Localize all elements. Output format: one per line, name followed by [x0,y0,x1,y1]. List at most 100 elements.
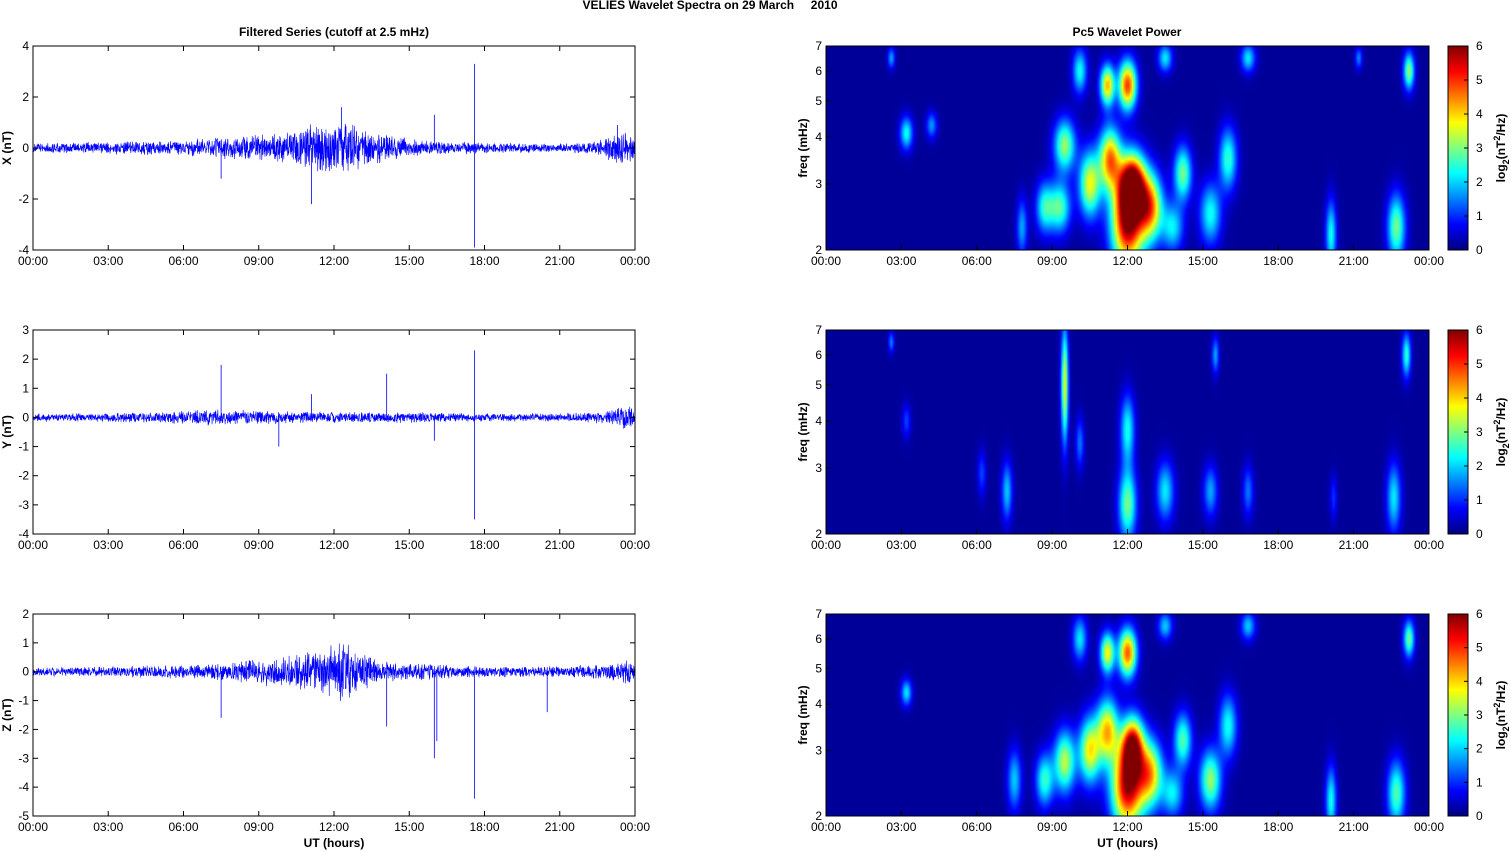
x-tick-label: 06:00 [168,820,198,834]
x-tick-label: 12:00 [319,538,349,552]
y-tick-label: -2 [18,722,29,736]
x-tick-label: 00:00 [811,254,841,268]
colorbar-tick-label: 0 [1476,809,1483,823]
x-axis-label: UT (hours) [1097,836,1158,850]
y-tick-label: 3 [22,323,29,337]
freq-axis-label: freq (mHz) [796,685,810,744]
x-tick-label: 15:00 [1188,254,1218,268]
x-tick-label: 00:00 [811,820,841,834]
x-tick-label: 00:00 [620,254,650,268]
x-tick-label: 21:00 [545,538,575,552]
x-tick-label: 21:00 [545,820,575,834]
x-tick-label: 03:00 [886,254,916,268]
freq-tick-label: 2 [815,243,822,257]
panels-group: -4 -2 0 2 4 00:00 03:00 06:00 09:00 12:00 15:00 18:… [0,39,1511,850]
freq-tick-label: 3 [815,177,822,191]
y-tick-label: 2 [22,607,29,621]
colorbar-tick-label: 4 [1476,674,1483,688]
y-tick-label: -1 [18,440,29,454]
freq-tick-label: 2 [815,527,822,541]
x-tick-label: 12:00 [1112,538,1142,552]
y-tick-label: -3 [18,751,29,765]
freq-tick-label: 3 [815,744,822,758]
colorbar-label: log2(nT2/Hz) [1492,114,1511,183]
figure-title: VELIES Wavelet Spectra on 29 March 2010 [583,0,838,12]
freq-tick-label: 4 [815,130,822,144]
y-tick-label: 2 [22,352,29,366]
trace-line-x [32,123,636,172]
freq-axis-label: freq (mHz) [796,118,810,177]
colorbar-z [1448,614,1468,816]
x-tick-label: 06:00 [168,254,198,268]
wavelet-power-map-z [826,614,1429,816]
freq-tick-label: 2 [815,809,822,823]
colorbar-tick-label: 3 [1476,425,1483,439]
series-frame [32,329,636,535]
freq-tick-label: 7 [815,607,822,621]
y-tick-label: -5 [18,809,29,823]
y-axis-label: X (nT) [0,131,14,165]
series-frame [32,613,636,817]
y-tick-label: 0 [22,141,29,155]
x-tick-label: 00:00 [1414,538,1444,552]
colorbar-tick-label: 5 [1476,357,1483,371]
y-tick-label: -4 [18,780,29,794]
freq-tick-label: 5 [815,661,822,675]
colorbar-x [1448,46,1468,250]
x-tick-label: 12:00 [319,254,349,268]
x-tick-label: 15:00 [1188,820,1218,834]
y-axis-label: Y (nT) [0,415,14,449]
x-tick-label: 18:00 [1263,254,1293,268]
x-tick-label: 00:00 [18,538,48,552]
freq-tick-label: 6 [815,64,822,78]
colorbar-tick-label: 3 [1476,708,1483,722]
x-tick-label: 00:00 [620,820,650,834]
colorbar-tick-label: 2 [1476,742,1483,756]
right-column-title: Pc5 Wavelet Power [1073,25,1182,39]
x-tick-label: 00:00 [620,538,650,552]
freq-tick-label: 4 [815,414,822,428]
y-tick-label: 0 [22,665,29,679]
freq-tick-label: 5 [815,94,822,108]
trace-line-z [32,643,636,702]
y-tick-label: 0 [22,410,29,424]
y-tick-label: -2 [18,192,29,206]
x-tick-label: 09:00 [244,538,274,552]
colorbar-tick-label: 3 [1476,141,1483,155]
colorbar-y [1448,330,1468,534]
freq-tick-label: 4 [815,697,822,711]
freq-tick-label: 6 [815,632,822,646]
freq-tick-label: 3 [815,461,822,475]
colorbar-tick-label: 4 [1476,107,1483,121]
colorbar-tick-label: 0 [1476,527,1483,541]
y-tick-label: -4 [18,527,29,541]
colorbar-tick-label: 6 [1476,39,1483,53]
x-tick-label: 00:00 [18,254,48,268]
y-tick-label: -4 [18,243,29,257]
y-tick-label: 1 [22,381,29,395]
x-tick-label: 18:00 [469,538,499,552]
x-tick-label: 09:00 [244,820,274,834]
x-tick-label: 21:00 [1339,820,1369,834]
x-tick-label: 15:00 [1188,538,1218,552]
x-tick-label: 09:00 [244,254,274,268]
x-tick-label: 21:00 [545,254,575,268]
series-panel-x: -4 -2 0 2 4 00:00 03:00 06:00 09:00 12:00 15:00 18:… [0,39,650,268]
wavelet-power-map-y [826,330,1429,534]
x-tick-label: 21:00 [1339,254,1369,268]
x-tick-label: 15:00 [394,254,424,268]
x-tick-label: 06:00 [962,820,992,834]
wavelet-power-map-x [826,46,1429,250]
x-tick-label: 21:00 [1339,538,1369,552]
colorbar-tick-label: 1 [1476,775,1483,789]
wavelet-panel-x: 2 3 4 5 6 7 00:00 03:00 06:00 09:00 12:00 15:00 18:0… [796,39,1511,268]
colorbar-tick-label: 2 [1476,459,1483,473]
x-tick-label: 12:00 [1112,254,1142,268]
x-tick-label: 03:00 [886,538,916,552]
x-tick-label: 06:00 [168,538,198,552]
y-axis-label: Z (nT) [0,698,14,731]
wavelet-panel-y: 2 3 4 5 6 7 00:00 03:00 06:00 09:00 12:00 15:00 18:0… [796,323,1511,552]
x-tick-label: 09:00 [1037,538,1067,552]
x-tick-label: 18:00 [469,254,499,268]
